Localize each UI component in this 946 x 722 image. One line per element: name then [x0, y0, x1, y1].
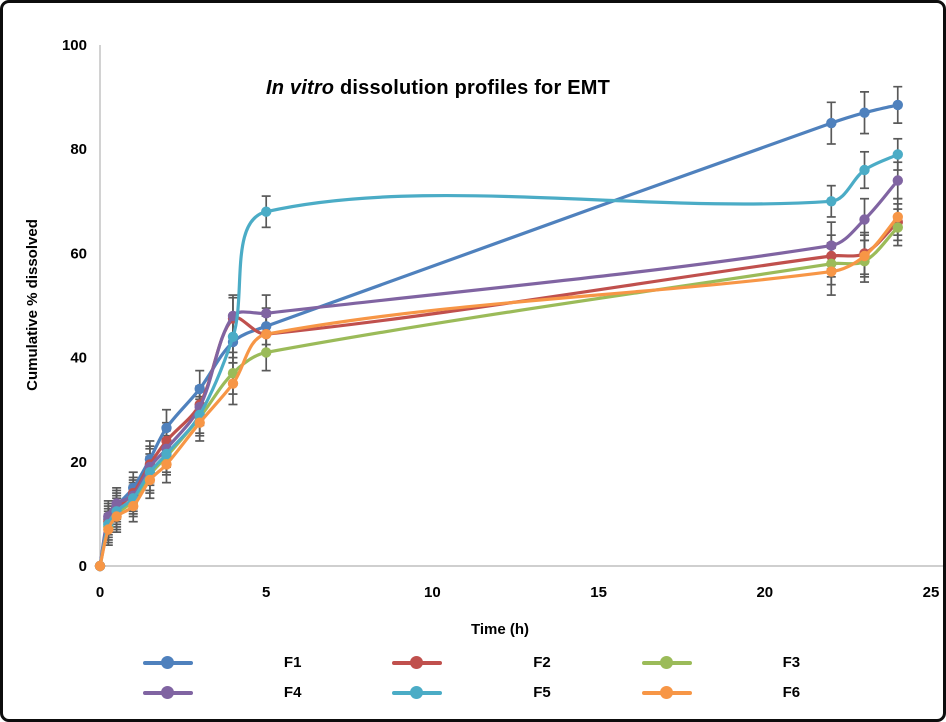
legend-label-F4: F4 — [283, 683, 302, 701]
error-bars-F6 — [103, 197, 903, 547]
legend-marker-icon — [641, 685, 692, 699]
dissolution-chart: 0 20 40 60 80 100 0 5 10 15 20 25 — [62, 37, 943, 601]
x-tick-label: 20 — [756, 584, 773, 601]
x-axis-title: Time (h) — [470, 621, 530, 638]
chart-title-rest-part: dissolution profiles for EMT — [334, 77, 611, 99]
y-tick-label: 100 — [62, 37, 87, 54]
legend-row: F1 F2 F3 — [143, 647, 891, 677]
series-markers-F6 — [94, 211, 903, 572]
x-tick-label: 25 — [923, 584, 940, 601]
chart-title: In vitro dissolution profiles for EMT — [63, 77, 813, 100]
y-tick-label: 40 — [70, 350, 87, 367]
legend-row: F4 F5 F6 — [143, 677, 891, 707]
series-F3 — [94, 222, 903, 572]
series-line-F2 — [98, 220, 900, 568]
legend-label-F2: F2 — [533, 653, 551, 671]
legend-item-F4: F4 — [143, 677, 392, 707]
y-tick-label: 20 — [70, 454, 87, 471]
x-tick-label: 10 — [424, 584, 441, 601]
error-bars-F4 — [103, 161, 903, 533]
legend-item-F1: F1 — [143, 647, 392, 677]
legend-label-F5: F5 — [533, 683, 551, 701]
error-bars-F5 — [103, 137, 903, 541]
series-F4 — [94, 175, 903, 572]
error-bars — [103, 85, 903, 547]
legend-label-F1: F1 — [283, 653, 302, 671]
legend-marker-icon — [143, 685, 193, 699]
y-tick-label: 60 — [70, 245, 87, 262]
tick-labels: 0 20 40 60 80 100 0 5 10 15 20 25 — [62, 37, 939, 601]
series-F1 — [94, 99, 903, 572]
error-bars-F3 — [103, 208, 903, 544]
axes — [99, 45, 943, 567]
series-markers-F1 — [94, 99, 903, 572]
y-tick-label: 80 — [70, 141, 87, 158]
legend-item-F5: F5 — [392, 677, 641, 707]
chart-legend: F1 F2 F3 F4 F5 F6 — [143, 647, 891, 707]
series-markers-F4 — [94, 175, 903, 572]
legend-marker-icon — [392, 655, 443, 669]
x-tick-label: 0 — [96, 584, 104, 601]
legend-item-F3: F3 — [641, 647, 891, 677]
series-F6 — [94, 211, 903, 572]
series-F5 — [94, 149, 903, 572]
series-line-F1 — [98, 103, 900, 568]
chart-title-italic-part: In vitro — [265, 77, 335, 99]
error-bars-F1 — [103, 85, 903, 536]
legend-marker-icon — [392, 685, 443, 699]
legend-marker-icon — [143, 655, 193, 669]
x-tick-label: 5 — [262, 584, 270, 601]
legend-item-F6: F6 — [641, 677, 891, 707]
legend-label-F3: F3 — [782, 653, 801, 671]
legend-label-F6: F6 — [782, 683, 801, 701]
x-tick-label: 15 — [590, 584, 607, 601]
legend-item-F2: F2 — [392, 647, 641, 677]
legend-marker-icon — [641, 655, 692, 669]
y-tick-label: 0 — [79, 558, 87, 575]
